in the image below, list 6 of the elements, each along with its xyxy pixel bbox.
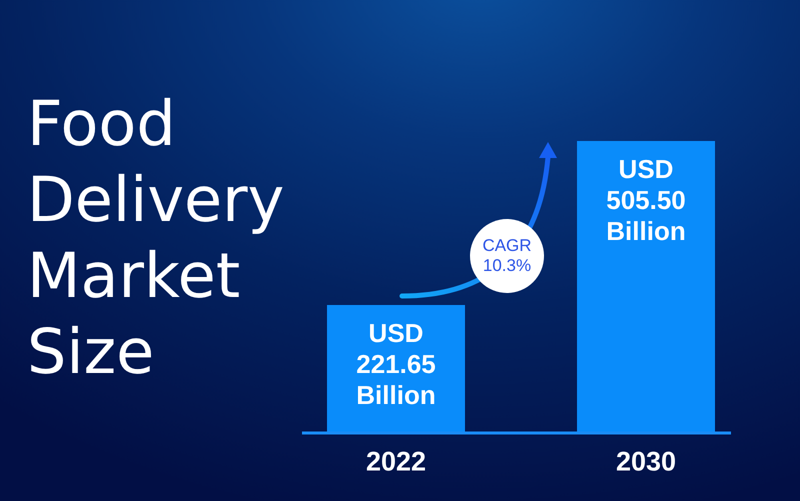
x-tick-label: 2030 bbox=[616, 446, 676, 477]
data-label: USD 505.50 Billion bbox=[606, 154, 686, 246]
text: Food Delivery Market Size bbox=[27, 86, 286, 390]
annotation: CAGR 10.3% bbox=[481, 236, 533, 276]
x-tick-label: 2022 bbox=[366, 446, 426, 477]
data-label: USD 221.65 Billion bbox=[356, 318, 436, 410]
